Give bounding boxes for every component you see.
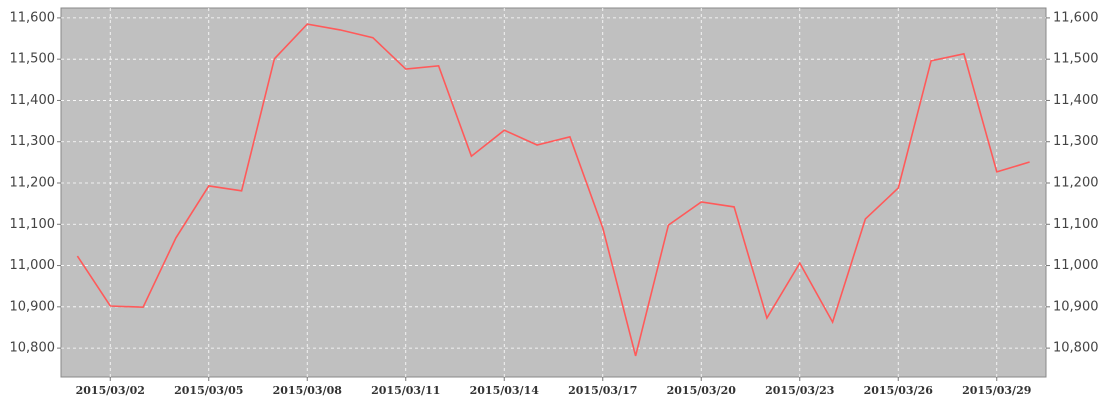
y-tick-label: 10,800 [10, 341, 56, 356]
x-tick-label: 2015/03/08 [273, 384, 343, 397]
y-tick-label: 11,400 [10, 93, 56, 108]
y-tick-label: 11,000 [10, 258, 56, 273]
y2-tick-label: 11,000 [1053, 258, 1099, 273]
y-tick-label: 11,300 [10, 134, 56, 149]
x-tick-label: 2015/03/20 [667, 384, 737, 397]
y-tick-label: 11,500 [10, 52, 56, 67]
x-tick-label: 2015/03/23 [765, 384, 834, 397]
y2-tick-label: 11,500 [1053, 52, 1099, 67]
y-tick-label: 11,100 [10, 217, 56, 232]
x-tick-label: 2015/03/29 [962, 384, 1031, 397]
y2-tick-label: 10,900 [1053, 299, 1099, 314]
y-tick-label: 11,600 [10, 10, 56, 25]
y-tick-label: 11,200 [10, 176, 56, 191]
y2-tick-label: 11,600 [1053, 10, 1099, 25]
x-tick-label: 2015/03/05 [174, 384, 243, 397]
plot-area [60, 7, 1047, 378]
y2-tick-label: 11,300 [1053, 134, 1099, 149]
x-tick-label: 2015/03/17 [568, 384, 637, 397]
x-tick-label: 2015/03/26 [864, 384, 934, 397]
y2-tick-label: 10,800 [1053, 341, 1099, 356]
data-line [76, 23, 1030, 357]
y2-tick-label: 11,200 [1053, 176, 1099, 191]
x-tick-label: 2015/03/14 [470, 384, 540, 397]
y2-tick-label: 11,100 [1053, 217, 1099, 232]
y2-tick-label: 11,400 [1053, 93, 1099, 108]
x-tick-label: 2015/03/11 [371, 384, 440, 397]
x-tick-label: 2015/03/02 [76, 384, 145, 397]
y-tick-label: 10,900 [10, 299, 56, 314]
